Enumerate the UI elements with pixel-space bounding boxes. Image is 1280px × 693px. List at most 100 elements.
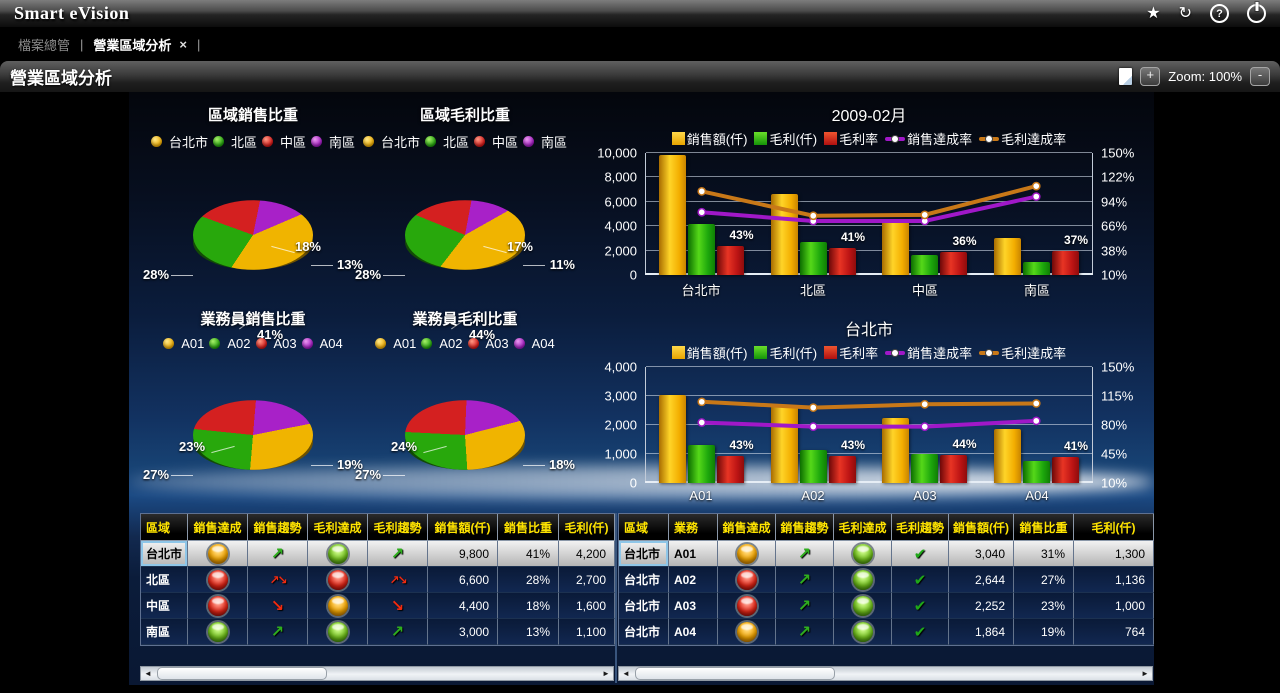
sales-amount-cell[interactable]: 2,252 [949,593,1014,619]
scroll-left-arrow-icon[interactable]: ◄ [144,669,152,678]
agent-cell[interactable]: A02 [669,567,718,593]
category-label: A02 [801,488,825,503]
scroll-left-arrow-icon[interactable]: ◄ [622,669,630,678]
combo-legend: 銷售額(仟) 毛利(仟) 毛利率 銷售達成率 毛利達成率 [589,343,1149,362]
profit-amount-cell[interactable]: 1,000 [1074,593,1154,619]
help-icon[interactable]: ? [1210,4,1229,23]
legend-label: 中區 [492,135,519,150]
left-axis: 0 2,000 4,000 6,000 8,000 10,000 [589,146,645,283]
panel-divider [615,513,617,683]
legend-label: 南區 [541,135,568,150]
profit-amount-cell[interactable]: 1,300 [1074,541,1154,567]
table-row-region[interactable]: 中區 [141,593,188,619]
scroll-right-arrow-icon[interactable]: ► [1141,669,1149,678]
table-row-region[interactable]: 台北市 [619,541,669,567]
table-row-region[interactable]: 台北市 [619,619,669,645]
legend-line-purple-icon [885,134,906,143]
sales-share-cell[interactable]: 27% [1014,567,1074,593]
table-row-region[interactable]: 南區 [141,619,188,645]
sales-share-cell[interactable]: 31% [1014,541,1074,567]
column-header: 毛利趨勢 [892,514,949,541]
close-icon[interactable]: × [179,37,188,52]
bar-profit [688,445,716,483]
sales-share-cell[interactable]: 28% [498,567,559,593]
gridline [646,152,1092,153]
sales-amount-cell[interactable]: 4,400 [428,593,498,619]
zoom-in-button[interactable]: + [1140,67,1161,86]
sales-amount-cell[interactable]: 1,864 [949,619,1014,645]
legend-label: 毛利(仟) [769,132,818,147]
table-row-region[interactable]: 台北市 [619,567,669,593]
sales-amount-cell[interactable]: 2,644 [949,567,1014,593]
sales-share-cell[interactable]: 23% [1014,593,1074,619]
trend-arrow-icon [798,570,811,590]
traffic-light-icon [207,621,228,642]
profit-amount-cell[interactable]: 4,200 [559,541,615,567]
profit-amount-cell[interactable]: 1,100 [559,619,615,645]
legend-label: A04 [319,336,343,351]
profit-amount-cell[interactable]: 764 [1074,619,1154,645]
sales-share-cell[interactable]: 13% [498,619,559,645]
legend-label: 中區 [280,135,307,150]
sales-share-cell[interactable]: 18% [498,593,559,619]
pie-callout: 27% [355,467,406,482]
table-row-region[interactable]: 台北市 [619,593,669,619]
legend-label: 毛利率 [839,346,879,361]
sales-amount-cell[interactable]: 6,600 [428,567,498,593]
agent-cell[interactable]: A01 [669,541,718,567]
profit-amount-cell[interactable]: 1,600 [559,593,615,619]
gridline [646,424,1092,425]
pie-callout: 17% [506,239,533,254]
dashboard-canvas: 區域銷售比重 台北市 北區 中區 南區 28% 18% 13% 41% 區域毛利… [129,92,1154,685]
tab-file-explorer[interactable]: 檔案總管 [18,38,71,53]
axis-tick-label: 2,000 [604,417,637,433]
zoom-out-button[interactable]: - [1250,67,1270,86]
bar-profit [1022,460,1050,483]
sales-amount-cell[interactable]: 3,040 [949,541,1014,567]
column-header: 毛利趨勢 [368,514,428,541]
table-row-region[interactable]: 北區 [141,567,188,593]
favorite-star-icon[interactable]: ★ [1146,4,1161,22]
tab-sales-area-analysis[interactable]: 營業區域分析 × [93,35,187,54]
combo-chart-taipei: 台北市 銷售額(仟) 毛利(仟) 毛利率 銷售達成率 毛利達成率 0 1,000 2… [589,308,1149,522]
traffic-light-icon [207,543,228,564]
profit-amount-cell[interactable]: 1,136 [1074,567,1154,593]
legend-label: 台北市 [168,135,208,150]
scrollbar-thumb[interactable] [635,667,835,680]
axis-tick-label: 80% [1101,417,1128,433]
column-header: 毛利(仟) [1074,514,1154,541]
traffic-light-icon [736,595,757,616]
gridline [646,176,1092,178]
table-row-region[interactable]: 台北市 [141,541,188,567]
column-header: 毛利達成 [834,514,892,541]
margin-label: 43% [729,228,754,243]
bar-profit [799,450,827,483]
sales-share-cell[interactable]: 41% [498,541,559,567]
traffic-light-icon [327,595,348,616]
pie-callout: 13% [310,257,363,272]
sales-amount-cell[interactable]: 9,800 [428,541,498,567]
pie-callout: 18% [294,239,321,254]
legend-label: 毛利率 [839,132,879,147]
pie-callout: 19% [310,457,363,472]
refresh-icon[interactable]: ↻ [1178,4,1192,22]
category-axis: 台北市 北區 中區 南區 [645,275,1093,299]
agent-cell[interactable]: A03 [669,593,718,619]
legend-label: A01 [181,336,205,351]
power-icon[interactable] [1247,4,1266,23]
sales-share-cell[interactable]: 19% [1014,619,1074,645]
scrollbar-thumb[interactable] [157,667,327,680]
bar-profit [1022,261,1050,275]
document-icon[interactable] [1119,68,1133,85]
column-header: 銷售達成 [188,514,248,541]
agent-cell[interactable]: A04 [669,619,718,645]
axis-tick-label: 66% [1101,218,1128,234]
scroll-right-arrow-icon[interactable]: ► [602,669,610,678]
plot-area: 43% 43% 44% 41% [645,366,1093,483]
pie-graphic: 27% 24% 18% 31% [355,351,575,542]
sales-amount-cell[interactable]: 3,000 [428,619,498,645]
trend-arrow-icon [798,544,811,564]
bar-margin [717,246,745,275]
profit-amount-cell[interactable]: 2,700 [559,567,615,593]
category-label: A04 [1025,488,1049,503]
